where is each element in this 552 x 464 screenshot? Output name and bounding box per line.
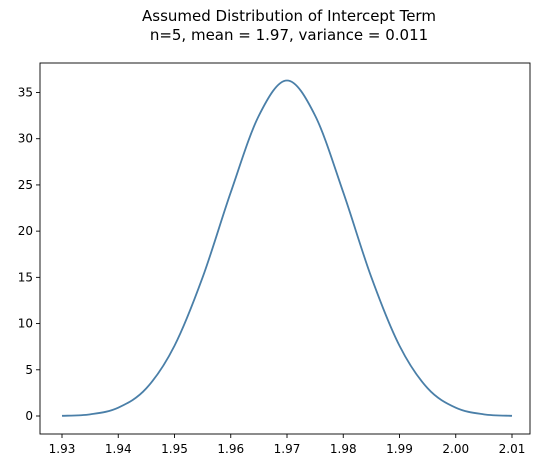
chart-title: Assumed Distribution of Intercept Term [142,7,436,25]
x-tick-label: 1.95 [161,442,188,456]
chart-subtitle: n=5, mean = 1.97, variance = 0.011 [150,26,428,44]
x-tick-label: 1.98 [330,442,357,456]
y-tick-label: 15 [18,270,33,284]
x-tick-label: 1.94 [105,442,132,456]
y-tick-label: 25 [18,178,33,192]
series-line [61,79,513,417]
y-tick-label: 20 [18,224,33,238]
x-tick-label: 1.93 [49,442,76,456]
x-tick-label: 1.99 [386,442,413,456]
plot-area: 1.93 1.94 1.95 1.96 1.97 1.98 1.99 2.00 2.01 0 5 10… [18,62,531,456]
y-tick-label: 5 [25,363,33,377]
x-tick-label: 1.97 [274,442,301,456]
plot-frame [39,62,531,435]
y-tick-label: 35 [18,86,33,100]
x-tick-label: 2.00 [442,442,469,456]
y-tick-label: 0 [25,409,33,423]
y-tick-label: 30 [18,132,33,146]
x-tick-label: 1.96 [217,442,244,456]
y-tick-label: 10 [18,317,33,331]
x-tick-label: 2.01 [499,442,526,456]
